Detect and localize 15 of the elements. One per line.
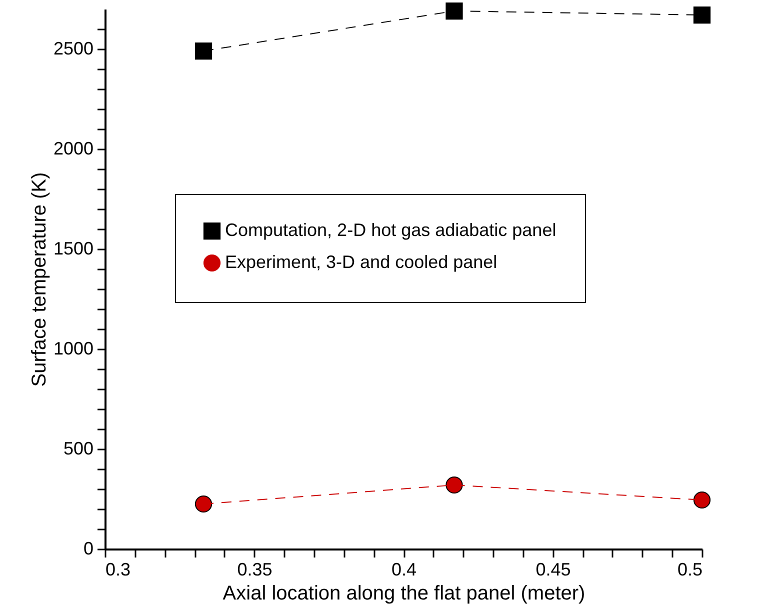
y-tick-label: 1500 <box>53 238 94 258</box>
y-tick-label: 0 <box>83 538 94 558</box>
x-axis-title: Axial location along the flat panel (meter) <box>222 582 586 604</box>
y-tick-label: 2000 <box>53 138 94 158</box>
y-axis-title: Surface temperature (K) <box>28 172 50 387</box>
x-tick-label: 0.3 <box>106 560 131 580</box>
x-tick-label: 0.35 <box>237 560 272 580</box>
x-tick-label: 0.45 <box>536 560 571 580</box>
x-tick-label: 0.5 <box>677 560 702 580</box>
y-tick-label: 1000 <box>53 338 94 358</box>
y-tick-label: 500 <box>63 438 94 458</box>
legend-label: Experiment, 3-D and cooled panel <box>225 252 498 272</box>
x-tick-label: 0.4 <box>391 560 417 580</box>
y-tick-label: 2500 <box>53 38 94 58</box>
legend-label: Computation, 2-D hot gas adiabatic panel <box>225 220 556 240</box>
